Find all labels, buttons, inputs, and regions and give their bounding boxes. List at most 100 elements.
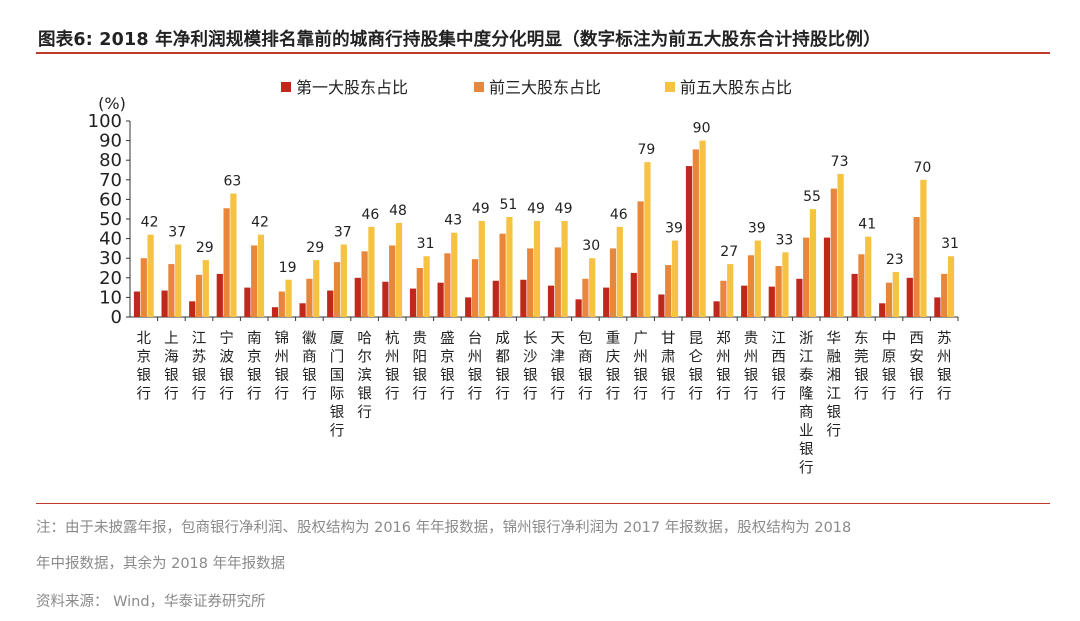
y-tick-label: 0 xyxy=(111,307,122,328)
bar xyxy=(906,277,913,317)
x-tick-label: 州 xyxy=(744,350,759,366)
bar xyxy=(671,240,679,317)
bar xyxy=(271,307,279,317)
x-tick-label: 江 xyxy=(827,386,842,403)
bar xyxy=(692,149,699,317)
source-line: 资料来源： Wind，华泰证券研究所 xyxy=(36,594,266,610)
x-tick-label: 银 xyxy=(302,367,317,384)
x-tick-label: 东 xyxy=(854,330,869,347)
bar xyxy=(885,282,893,317)
data-label: 29 xyxy=(196,240,214,256)
bar xyxy=(830,188,837,317)
x-tick-label: 尔 xyxy=(357,349,372,366)
x-tick-label: 天 xyxy=(551,331,566,347)
bar xyxy=(582,278,589,317)
bar xyxy=(665,265,672,317)
note-line-1: 注：由于未披露年报，包商银行净利润、股权结构为 2016 年年报数据，锦州银行净… xyxy=(36,520,852,536)
bar xyxy=(637,201,644,317)
bar xyxy=(340,244,347,317)
x-tick-label: 行 xyxy=(468,386,483,403)
x-tick-label: 行 xyxy=(771,386,786,403)
x-tick-label: 苏 xyxy=(937,330,952,347)
x-tick-label: 贵 xyxy=(413,330,428,347)
x-tick-label: 行 xyxy=(827,423,842,440)
x-tick-label: 银 xyxy=(137,367,152,384)
y-axis-unit: (%) xyxy=(98,94,126,113)
x-tick-label: 行 xyxy=(219,386,234,403)
bar xyxy=(313,260,320,317)
bar xyxy=(775,266,782,317)
x-axis-labels: 北京银行上海银行江苏银行宁波银行南京银行锦州银行徽商银行厦门国际银行哈尔滨银行杭… xyxy=(137,330,952,477)
data-label: 31 xyxy=(941,236,959,252)
data-label: 73 xyxy=(831,154,849,170)
x-tick-label: 甘 xyxy=(661,330,676,347)
x-tick-label: 行 xyxy=(164,386,179,403)
x-tick-label: 行 xyxy=(578,386,593,403)
data-label: 29 xyxy=(306,240,324,256)
bar xyxy=(285,279,292,317)
data-label: 42 xyxy=(251,215,269,231)
x-tick-label: 银 xyxy=(606,367,621,384)
bar xyxy=(768,286,775,317)
data-label: 49 xyxy=(527,201,545,217)
x-tick-label: 江 xyxy=(192,330,207,347)
x-tick-label: 银 xyxy=(413,367,428,384)
x-tick-label: 行 xyxy=(854,386,869,403)
legend-swatch xyxy=(281,82,291,92)
x-tick-label: 厦 xyxy=(330,331,345,347)
x-tick-label: 州 xyxy=(468,350,483,366)
bar xyxy=(306,278,313,317)
x-tick-label: 成 xyxy=(495,330,510,347)
x-tick-label: 西 xyxy=(771,350,786,366)
data-label: 46 xyxy=(361,207,379,223)
x-tick-label: 银 xyxy=(854,367,869,384)
bar xyxy=(644,162,651,317)
x-tick-label: 莞 xyxy=(854,349,869,366)
bar xyxy=(244,287,251,317)
x-tick-label: 业 xyxy=(799,423,814,440)
bar xyxy=(140,258,147,317)
x-tick-label: 滨 xyxy=(357,367,372,384)
bar xyxy=(389,245,396,317)
x-tick-label: 行 xyxy=(716,386,731,403)
x-tick-label: 行 xyxy=(937,386,952,403)
data-label: 46 xyxy=(610,207,628,223)
bar xyxy=(327,290,334,317)
bar xyxy=(527,248,534,317)
x-tick-label: 行 xyxy=(633,386,648,403)
data-label: 33 xyxy=(775,232,793,248)
bar xyxy=(471,259,479,317)
x-tick-label: 银 xyxy=(744,367,759,384)
x-tick-label: 行 xyxy=(495,386,510,403)
bar xyxy=(223,208,230,317)
x-tick-label: 行 xyxy=(357,404,372,421)
y-tick-label: 80 xyxy=(99,150,122,171)
x-tick-label: 银 xyxy=(247,367,262,384)
bar xyxy=(175,244,182,317)
x-tick-label: 阳 xyxy=(413,349,428,366)
x-tick-label: 银 xyxy=(219,367,234,384)
x-tick-label: 银 xyxy=(440,367,455,384)
x-tick-label: 上 xyxy=(164,330,179,347)
x-tick-label: 银 xyxy=(495,367,510,384)
x-tick-label: 西 xyxy=(909,331,924,347)
data-label: 19 xyxy=(279,260,297,276)
x-tick-label: 肃 xyxy=(661,349,676,366)
x-tick-label: 行 xyxy=(551,386,566,403)
legend-label: 第一大股东占比 xyxy=(296,78,408,97)
legend-swatch xyxy=(665,82,675,92)
legend-label: 前五大股东占比 xyxy=(680,78,792,97)
x-tick-label: 银 xyxy=(909,367,924,384)
x-tick-label: 京 xyxy=(440,349,455,366)
data-label: 48 xyxy=(389,203,407,219)
footer-rule xyxy=(36,503,1050,504)
data-label: 41 xyxy=(858,217,876,233)
x-tick-label: 商 xyxy=(799,404,814,421)
bar xyxy=(803,237,810,317)
y-tick-label: 40 xyxy=(99,229,122,250)
bar xyxy=(603,287,610,317)
x-tick-label: 中 xyxy=(882,330,897,347)
bar xyxy=(851,273,858,317)
x-tick-label: 昆 xyxy=(689,331,704,347)
